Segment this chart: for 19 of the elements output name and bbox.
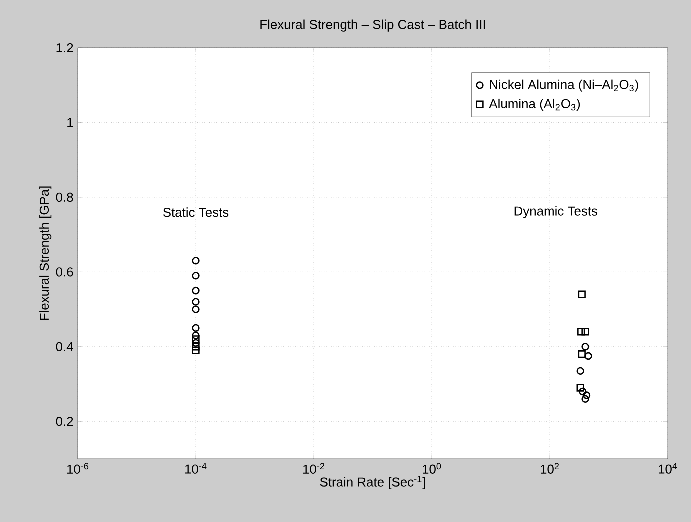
x-tick-label: 10$^{-6}$ xyxy=(68,463,89,474)
chart-title: Flexural Strength – Slip Cast – Batch III xyxy=(260,20,486,32)
y-tick-label: 1.2 xyxy=(56,43,74,53)
y-axis-title: Flexural Strength [GPa] xyxy=(40,186,52,320)
legend-label: Nickel Alumina (Ni–Al$_{2}$O$_{3}$) xyxy=(490,80,638,92)
annotation: Dynamic Tests xyxy=(514,206,598,218)
legend-label: Alumina (Al$_{2}$O$_{3}$) xyxy=(489,98,580,112)
y-tick-label: 0.4 xyxy=(56,342,74,352)
x-tick-label: 10$^{-4}$ xyxy=(186,463,207,474)
x-tick-label: 10$^{0}$ xyxy=(423,463,442,474)
x-axis-title: Strain Rate [Sec$^{-1}$] xyxy=(320,476,426,490)
annotation: Static Tests xyxy=(163,208,229,218)
x-tick-label: 10$^{4}$ xyxy=(659,463,678,474)
y-tick-label: 1 xyxy=(68,118,74,128)
y-tick-label: 0.8 xyxy=(56,192,74,202)
y-tick-label: 0.6 xyxy=(56,268,74,277)
y-tick-label: 0.2 xyxy=(56,417,74,426)
x-tick-label: 10$^{2}$ xyxy=(541,463,560,474)
x-tick-label: 10$^{-2}$ xyxy=(304,463,325,474)
